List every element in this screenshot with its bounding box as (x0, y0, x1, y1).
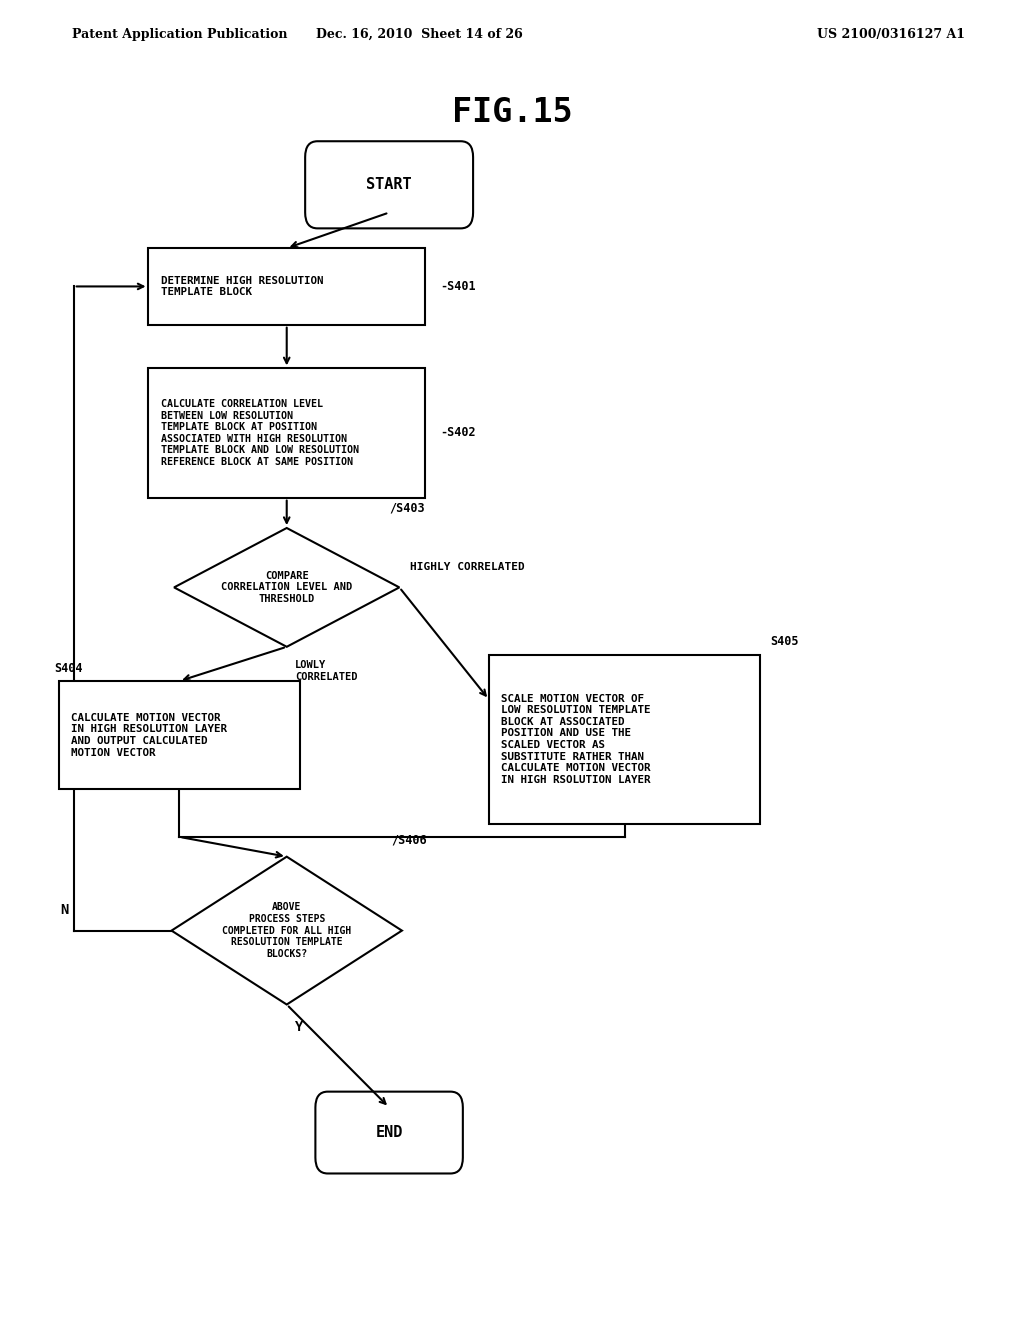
Text: CALCULATE CORRELATION LEVEL
BETWEEN LOW RESOLUTION
TEMPLATE BLOCK AT POSITION
AS: CALCULATE CORRELATION LEVEL BETWEEN LOW … (161, 399, 358, 467)
Text: S404: S404 (53, 661, 82, 675)
Text: CALCULATE MOTION VECTOR
IN HIGH RESOLUTION LAYER
AND OUTPUT CALCULATED
MOTION VE: CALCULATE MOTION VECTOR IN HIGH RESOLUTI… (71, 713, 227, 758)
Text: Dec. 16, 2010  Sheet 14 of 26: Dec. 16, 2010 Sheet 14 of 26 (316, 28, 523, 41)
Bar (58, 681, 299, 789)
Text: LOWLY
CORRELATED: LOWLY CORRELATED (295, 660, 357, 681)
Polygon shape (174, 528, 399, 647)
Text: COMPARE
CORRELATION LEVEL AND
THRESHOLD: COMPARE CORRELATION LEVEL AND THRESHOLD (221, 570, 352, 605)
Text: HIGHLY CORRELATED: HIGHLY CORRELATED (410, 561, 524, 572)
Text: ABOVE
PROCESS STEPS
COMPLETED FOR ALL HIGH
RESOLUTION TEMPLATE
BLOCKS?: ABOVE PROCESS STEPS COMPLETED FOR ALL HI… (222, 903, 351, 958)
Text: Y: Y (295, 1020, 303, 1035)
Bar (148, 368, 425, 498)
Text: END: END (376, 1125, 402, 1140)
Bar (489, 655, 760, 824)
Text: US 2100/0316127 A1: US 2100/0316127 A1 (817, 28, 965, 41)
Polygon shape (172, 857, 401, 1005)
Text: -S402: -S402 (440, 426, 476, 440)
Bar (148, 248, 425, 325)
Text: START: START (367, 177, 412, 193)
Text: SCALE MOTION VECTOR OF
LOW RESOLUTION TEMPLATE
BLOCK AT ASSOCIATED
POSITION AND : SCALE MOTION VECTOR OF LOW RESOLUTION TE… (502, 693, 650, 785)
Text: FIG.15: FIG.15 (452, 96, 572, 129)
Text: N: N (60, 903, 69, 917)
Text: /S403: /S403 (389, 502, 425, 515)
Text: S405: S405 (770, 635, 799, 648)
Text: /S406: /S406 (391, 833, 427, 846)
Text: Patent Application Publication: Patent Application Publication (72, 28, 287, 41)
Text: DETERMINE HIGH RESOLUTION
TEMPLATE BLOCK: DETERMINE HIGH RESOLUTION TEMPLATE BLOCK (161, 276, 324, 297)
FancyBboxPatch shape (315, 1092, 463, 1173)
FancyBboxPatch shape (305, 141, 473, 228)
Text: -S401: -S401 (440, 280, 476, 293)
